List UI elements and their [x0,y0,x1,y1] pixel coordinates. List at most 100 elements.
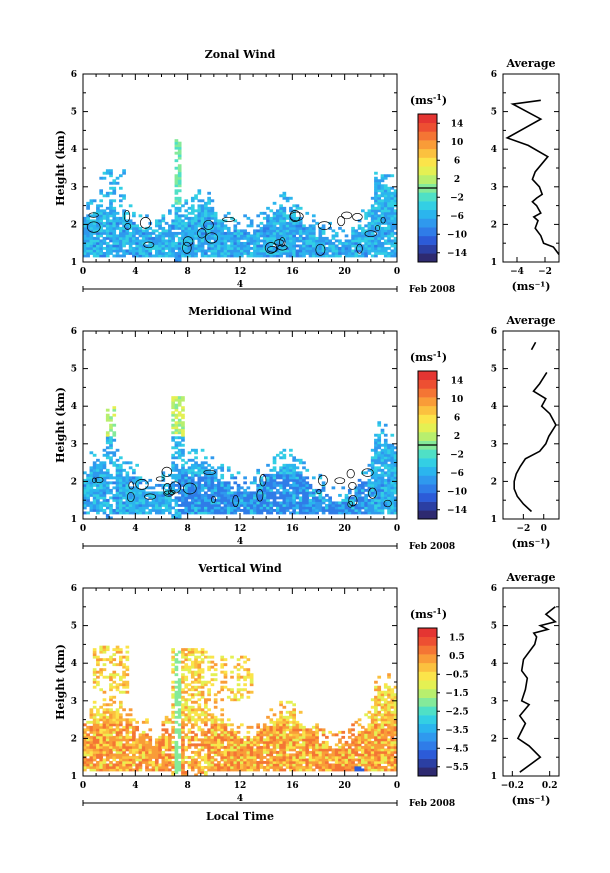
meridional-cell [393,473,398,477]
zonal-cell [154,244,159,248]
meridional-cell [210,498,215,502]
meridional-cell [383,493,388,497]
meridional-cell [96,496,100,500]
zonal-cell [292,236,296,240]
zonal-cell [364,236,368,240]
vertical-cell [92,715,97,719]
zonal-cell [184,229,189,233]
meridional-colorbar-tick-label: −6 [450,469,464,479]
vertical-cell [135,755,139,759]
zonal-cell [177,256,182,260]
meridional-cell [357,483,362,487]
meridional-cell [177,421,182,425]
zonal-cell [289,244,293,248]
zonal-cell [377,189,382,193]
zonal-cell [184,231,189,235]
meridional-cell [380,461,385,465]
zonal-colorbar-tick-label: −6 [450,212,464,222]
vertical-cell [204,753,208,757]
meridional-cell [122,496,126,500]
vertical-cell [128,745,133,749]
meridional-cell [243,496,247,500]
vertical-cell [204,758,208,762]
meridional-cell [282,468,287,472]
zonal-cell [269,216,274,220]
vertical-cell [200,710,205,714]
zonal-cell [393,226,398,230]
meridional-cell [115,463,120,467]
zonal-cell [347,251,352,255]
meridional-cell [240,508,244,512]
vertical-cell [174,760,179,764]
vertical-cell [122,765,126,769]
zonal-cell [230,251,234,255]
zonal-cell [177,166,182,170]
meridional-cell [233,508,238,512]
vertical-cell [194,720,198,724]
zonal-cell [174,259,179,263]
vertical-cell [112,753,117,757]
vertical-cell [194,648,198,652]
meridional-cell [262,486,267,490]
zonal-cell [184,254,189,258]
meridional-cell [105,498,110,502]
meridional-cell [174,426,179,430]
meridional-cell [171,461,175,465]
vertical-cell [233,665,238,669]
zonal-cell [197,206,202,210]
zonal-cell [311,219,316,223]
zonal-cell [109,199,113,203]
meridional-cell [109,506,113,510]
vertical-cell [125,658,130,662]
meridional-cell [207,463,211,467]
zonal-cell [266,239,270,243]
zonal-cell [377,201,382,205]
zonal-cell [109,169,113,173]
zonal-cell [109,251,113,255]
vertical-cell [279,723,283,727]
vertical-cell [210,758,215,762]
vertical-cell [122,663,126,667]
meridional-cell [96,488,100,492]
vertical-cell [168,760,172,764]
meridional-cell [200,483,205,487]
meridional-cell [390,486,395,490]
zonal-cell [89,229,94,233]
vertical-cell [92,648,97,652]
meridional-cell [118,468,123,472]
zonal-cell [262,254,267,258]
zonal-cell [177,244,182,248]
vertical-cell [246,673,251,677]
zonal-cell [279,206,283,210]
zonal-cell [122,234,126,238]
zonal-cell [289,246,293,250]
meridional-cell [370,508,375,512]
zonal-cell [105,229,110,233]
vertical-cell [220,688,225,692]
vertical-cell [190,723,195,727]
meridional-cell [295,481,300,485]
vertical-cell [230,755,234,759]
zonal-profile-line [505,99,560,255]
vertical-cell [223,755,228,759]
meridional-cell [128,498,133,502]
vertical-cell [194,665,198,669]
meridional-cell [393,463,398,467]
meridional-cell [230,503,234,507]
zonal-cell [233,254,238,258]
zonal-cell [383,219,388,223]
zonal-cell [331,254,336,258]
meridional-y-tick-label: 5 [71,365,77,375]
meridional-heatmap-cells [83,396,398,520]
meridional-cell [118,476,123,480]
vertical-cell [200,675,205,679]
vertical-cell [89,758,94,762]
meridional-cell [118,483,123,487]
vertical-cell [92,743,97,747]
zonal-cell [367,226,372,230]
zonal-cell [174,216,179,220]
meridional-cell [184,483,189,487]
vertical-cell [135,728,139,732]
zonal-cell [253,244,257,248]
vertical-cell [240,750,244,754]
